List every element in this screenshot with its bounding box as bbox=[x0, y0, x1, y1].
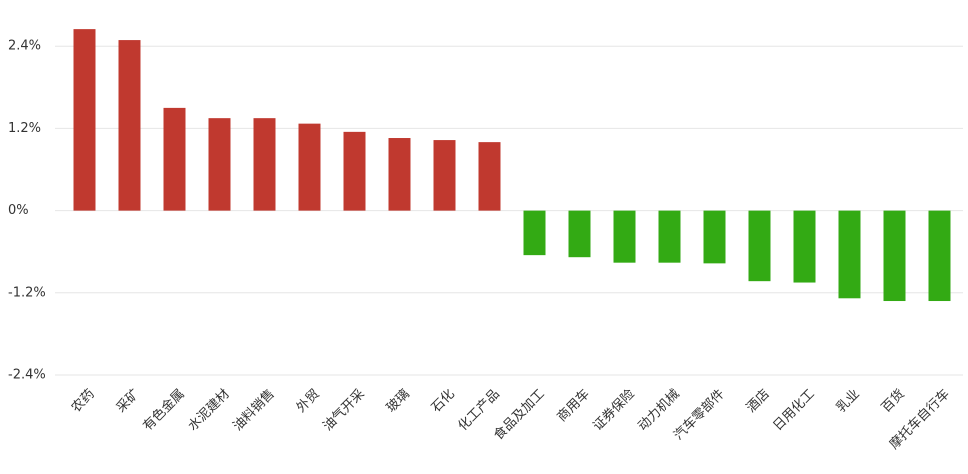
bar bbox=[883, 210, 906, 302]
y-tick-label: 0% bbox=[8, 203, 29, 218]
bar bbox=[838, 210, 861, 299]
y-tick-label: -2.4% bbox=[8, 368, 46, 383]
bar bbox=[613, 210, 636, 263]
y-tick-label: -1.2% bbox=[8, 285, 46, 300]
x-tick-label: 证券保险 bbox=[590, 386, 638, 434]
bar bbox=[523, 210, 546, 256]
bar bbox=[478, 142, 501, 211]
y-tick-label: 2.4% bbox=[8, 39, 41, 54]
bar bbox=[163, 107, 186, 211]
bar bbox=[343, 131, 366, 211]
x-tick-label: 农药 bbox=[69, 387, 98, 416]
bar bbox=[793, 210, 816, 283]
x-tick-label: 玻璃 bbox=[384, 387, 413, 416]
bar bbox=[703, 210, 726, 264]
x-tick-label: 有色金属 bbox=[140, 386, 188, 434]
x-tick-label: 百货 bbox=[878, 386, 908, 416]
bar bbox=[118, 40, 141, 211]
x-tick-label: 水泥建材 bbox=[185, 387, 232, 434]
x-tick-label: 日用化工 bbox=[770, 387, 817, 434]
x-tick-label: 酒店 bbox=[744, 387, 773, 416]
bar bbox=[433, 140, 456, 211]
bar bbox=[73, 29, 96, 211]
bar bbox=[568, 210, 591, 258]
bar bbox=[253, 118, 276, 211]
bar bbox=[388, 138, 411, 211]
bar bbox=[208, 118, 231, 211]
y-tick-label: 1.2% bbox=[8, 121, 41, 136]
x-tick-label: 采矿 bbox=[114, 387, 143, 416]
bar bbox=[298, 123, 321, 211]
x-tick-label: 外贸 bbox=[294, 387, 323, 416]
bar bbox=[748, 210, 771, 282]
x-tick-label: 油料销售 bbox=[230, 386, 278, 434]
bar bbox=[928, 210, 951, 302]
x-tick-label: 油气开采 bbox=[320, 386, 368, 434]
bar bbox=[658, 210, 681, 263]
x-tick-label: 商用车 bbox=[554, 386, 593, 425]
x-tick-label: 石化 bbox=[429, 387, 458, 416]
x-tick-label: 乳业 bbox=[834, 387, 863, 416]
